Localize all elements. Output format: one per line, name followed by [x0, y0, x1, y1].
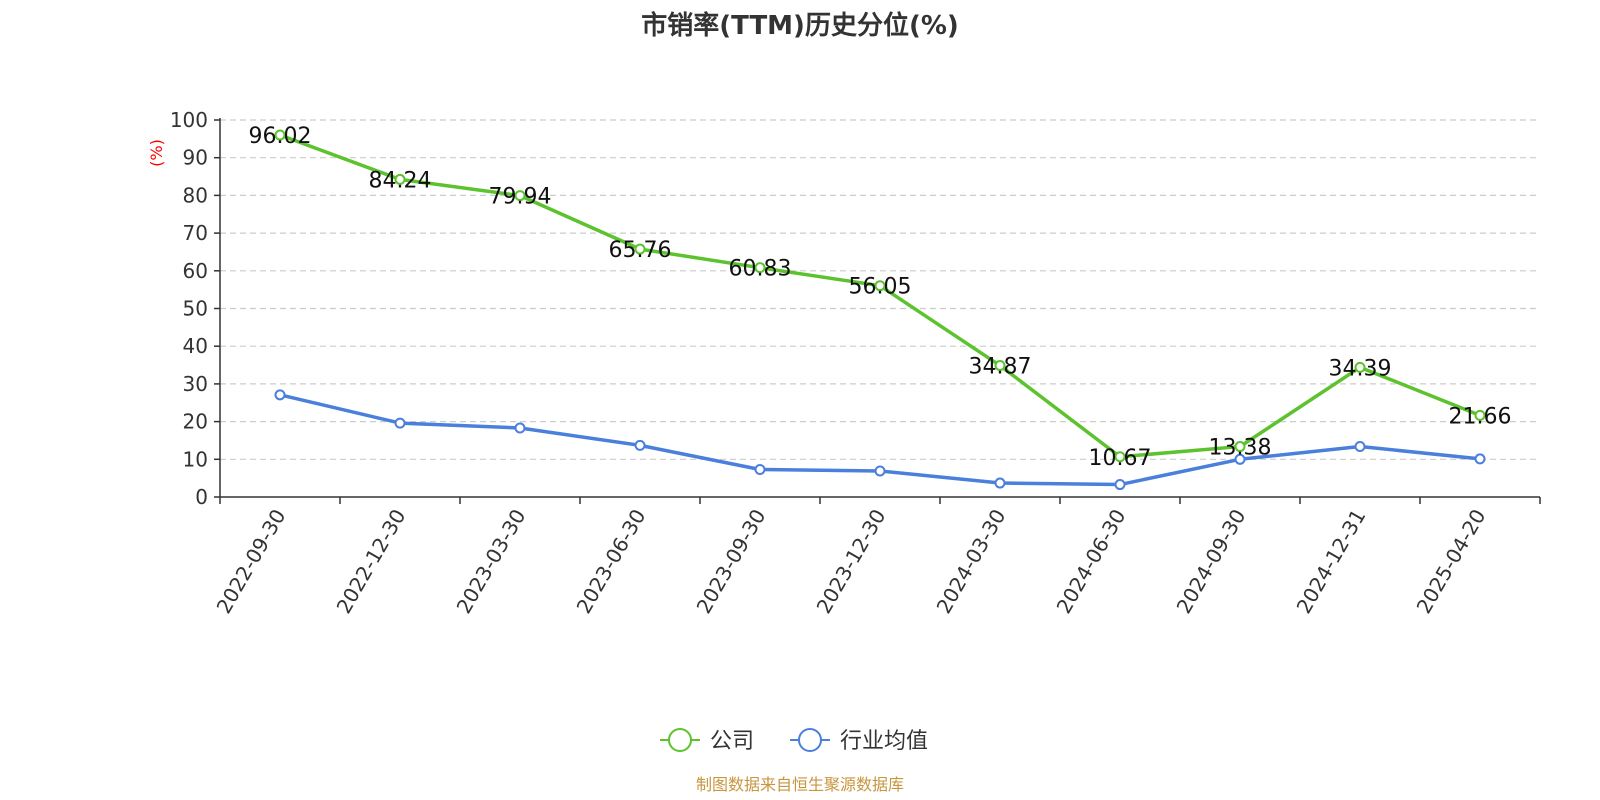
legend-label-0: 公司 — [710, 729, 754, 754]
data-point — [994, 360, 1006, 372]
y-tick-label: 70 — [183, 221, 208, 245]
data-point — [514, 190, 526, 202]
data-point — [1354, 361, 1366, 373]
legend-marker-0 — [668, 728, 692, 752]
chart-title: 市销率(TTM)历史分位(%) — [641, 10, 959, 41]
y-tick-label: 40 — [183, 334, 208, 358]
data-point — [1474, 453, 1486, 465]
y-tick-label: 60 — [183, 259, 208, 283]
data-label: 10.67 — [1089, 446, 1152, 471]
y-tick-label: 0 — [195, 485, 208, 509]
y-tick-label: 20 — [183, 410, 208, 434]
x-tick-label: 2023-12-30 — [811, 505, 890, 618]
data-point — [994, 477, 1006, 489]
grid-lines — [220, 119, 1540, 460]
data-label: 34.87 — [969, 355, 1032, 380]
data-label: 65.76 — [609, 238, 672, 263]
data-point — [274, 129, 286, 141]
data-point — [274, 389, 286, 401]
data-point — [1354, 440, 1366, 452]
data-label: 21.66 — [1449, 404, 1512, 429]
data-point — [634, 439, 646, 451]
data-label: 84.24 — [369, 168, 432, 193]
y-tick-label: 10 — [183, 447, 208, 471]
series-layer — [274, 129, 1486, 491]
data-point — [394, 417, 406, 429]
x-tick-label: 2023-06-30 — [571, 505, 650, 618]
x-tick-label: 2024-09-30 — [1171, 505, 1250, 618]
data-point — [1234, 453, 1246, 465]
y-tick-label: 100 — [170, 108, 208, 132]
x-tick-label: 2023-09-30 — [691, 505, 770, 618]
data-point — [874, 280, 886, 292]
y-tick-label: 80 — [183, 183, 208, 207]
data-point — [634, 243, 646, 255]
y-tick-label: 50 — [183, 297, 208, 321]
data-label: 13.38 — [1209, 436, 1272, 461]
x-tick-label: 2022-09-30 — [211, 505, 290, 618]
data-point — [1234, 441, 1246, 453]
data-label: 79.94 — [489, 185, 552, 210]
x-tick-label: 2025-04-20 — [1411, 505, 1490, 618]
data-point — [514, 422, 526, 434]
x-tick-label: 2024-06-30 — [1051, 505, 1130, 618]
source-note: 制图数据来自恒生聚源数据库 — [696, 775, 904, 794]
data-point — [1474, 409, 1486, 421]
data-point — [754, 463, 766, 475]
legend: 公司 行业均值 — [660, 728, 928, 754]
legend-marker-1 — [798, 728, 822, 752]
x-tick-label: 2024-12-31 — [1291, 505, 1370, 618]
data-point — [874, 465, 886, 477]
data-labels: 96.02 84.24 79.94 65.76 60.83 56.05 34.87 10.67… — [249, 124, 1512, 471]
legend-label-1: 行业均值 — [840, 729, 928, 754]
data-point — [1114, 479, 1126, 491]
y-tick-label: 90 — [183, 146, 208, 170]
x-tick-label: 2022-12-30 — [331, 505, 410, 618]
data-label: 60.83 — [729, 257, 792, 282]
data-point — [754, 262, 766, 274]
y-axis-label: (%) — [147, 139, 166, 167]
data-label: 56.05 — [849, 275, 912, 300]
data-point — [394, 173, 406, 185]
x-tick-label: 2023-03-30 — [451, 505, 530, 618]
y-tick-label: 30 — [183, 372, 208, 396]
x-tick-label: 2024-03-30 — [931, 505, 1010, 618]
data-label: 96.02 — [249, 124, 312, 149]
data-label: 34.39 — [1329, 356, 1392, 381]
data-point — [1114, 451, 1126, 463]
